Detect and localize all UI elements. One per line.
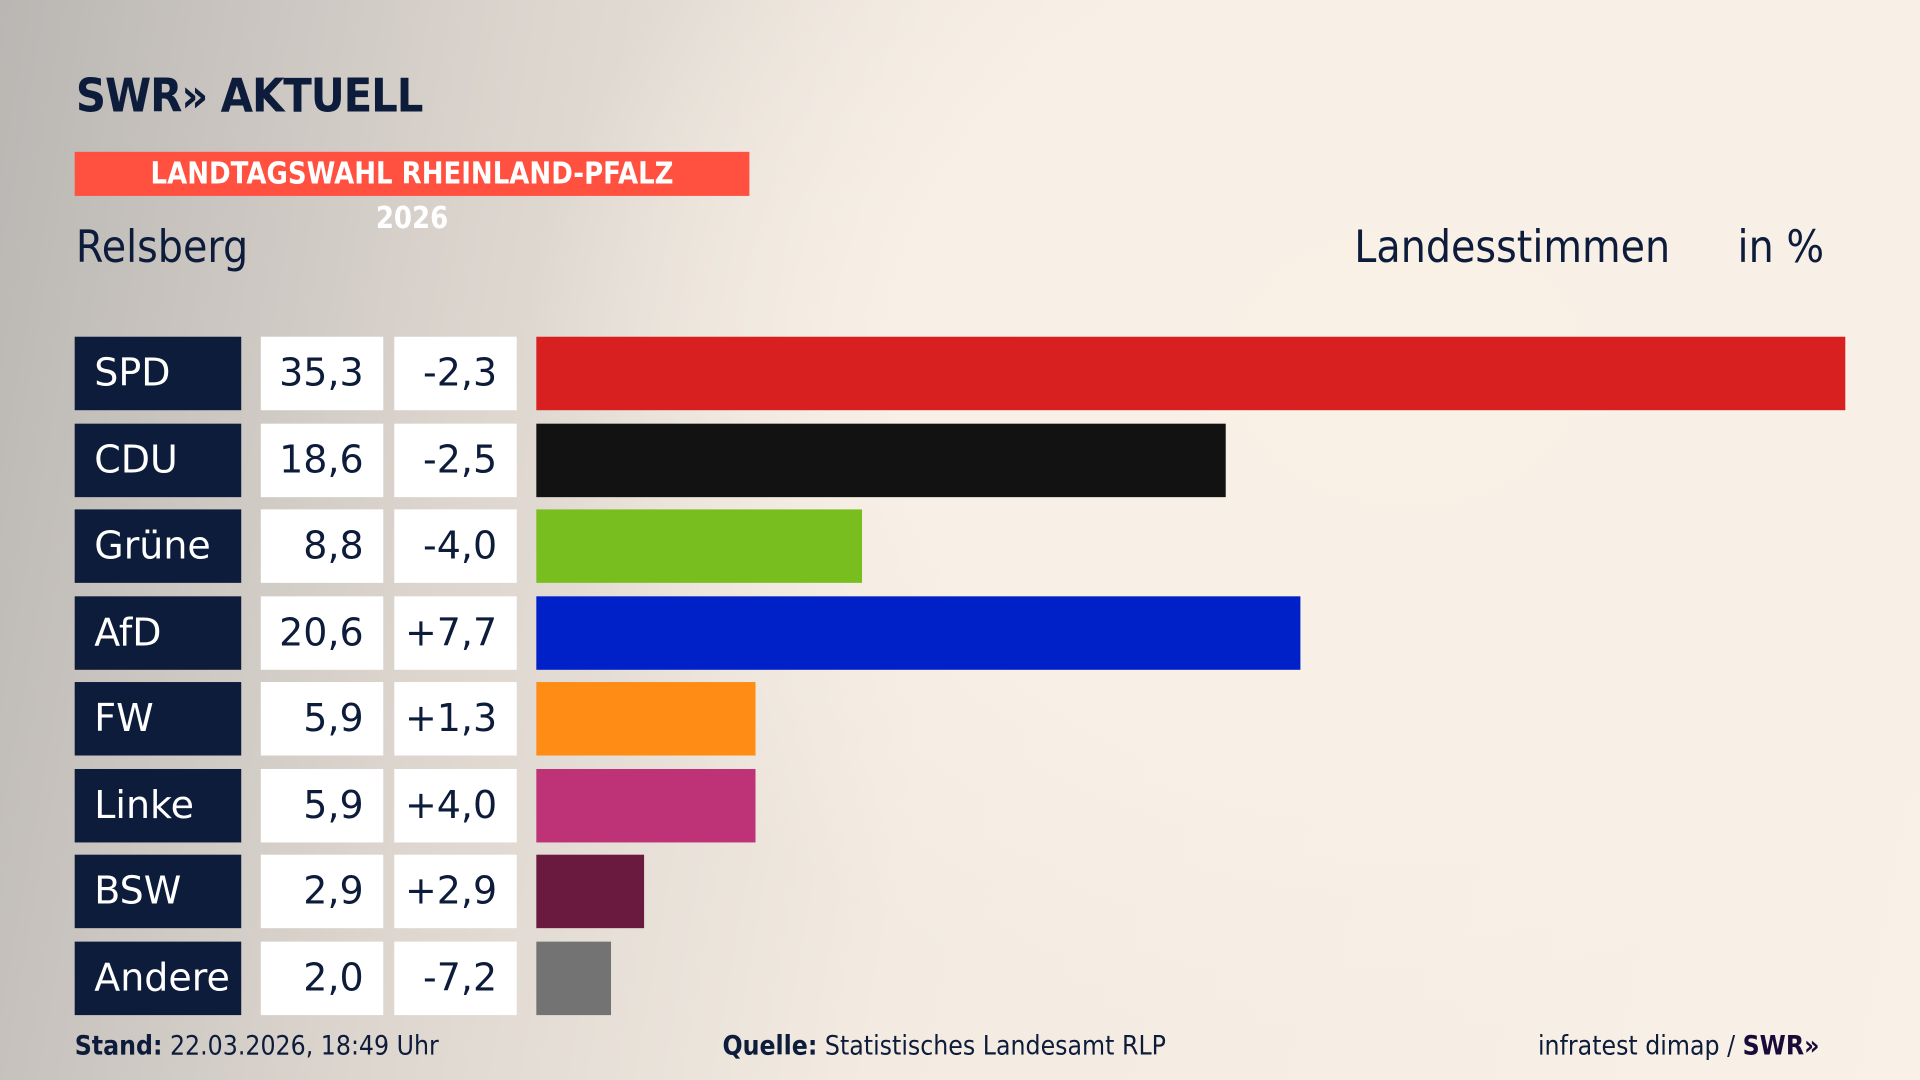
- diff-label: +4,0: [394, 768, 517, 842]
- bar-grüne: [536, 509, 863, 583]
- swr-aktuell-logo: SWR» AKTUELL: [75, 68, 424, 123]
- diff-label: -7,2: [394, 941, 517, 1015]
- party-label: Andere: [74, 941, 242, 1015]
- value-label: 8,8: [260, 509, 384, 583]
- bar-linke: [536, 768, 756, 842]
- credit: infratest dimap / SWR»: [1538, 1031, 1819, 1062]
- value-label: 35,3: [260, 336, 384, 411]
- diff-label: +7,7: [394, 595, 517, 670]
- diff-label: -2,3: [394, 336, 517, 411]
- timestamp-value: 22.03.2026, 18:49 Uhr: [169, 1031, 439, 1062]
- election-tag: LANDTAGSWAHL RHEINLAND-PFALZ 2026: [74, 151, 750, 235]
- party-label: Grüne: [74, 509, 242, 583]
- election-tag-text: LANDTAGSWAHL RHEINLAND-PFALZ 2026: [150, 155, 674, 236]
- source: Quelle: Statistisches Landesamt RLP: [722, 1031, 1166, 1062]
- value-label: 2,9: [260, 854, 384, 929]
- credit-text: infratest dimap /: [1537, 1031, 1743, 1062]
- timestamp-label: Stand:: [74, 1031, 163, 1062]
- bar-afd: [536, 595, 1301, 670]
- value-label: 2,0: [260, 941, 384, 1015]
- bar-spd: [536, 336, 1846, 411]
- source-label: Quelle:: [722, 1031, 818, 1062]
- value-label: 5,9: [260, 768, 384, 842]
- bar-cdu: [536, 423, 1227, 497]
- value-label: 18,6: [260, 423, 384, 497]
- party-label: Linke: [74, 768, 242, 842]
- timestamp: Stand: 22.03.2026, 18:49 Uhr: [75, 1031, 439, 1062]
- party-label: SPD: [74, 336, 242, 411]
- measure-label: Landesstimmen: [1354, 222, 1671, 274]
- value-label: 5,9: [260, 682, 384, 756]
- party-label: CDU: [74, 423, 242, 497]
- diff-label: +1,3: [394, 682, 517, 756]
- region-title: Relsberg: [75, 222, 249, 274]
- diff-label: -2,5: [394, 423, 517, 497]
- party-label: AfD: [74, 595, 242, 670]
- bar-andere: [536, 941, 611, 1015]
- diff-label: +2,9: [394, 854, 517, 929]
- source-value: Statistisches Landesamt RLP: [824, 1031, 1166, 1062]
- party-label: BSW: [74, 854, 242, 929]
- value-label: 20,6: [260, 595, 384, 670]
- party-label: FW: [74, 682, 242, 756]
- diff-label: -4,0: [394, 509, 517, 583]
- bar-fw: [536, 682, 756, 756]
- swr-logo: SWR»: [1742, 1031, 1820, 1062]
- unit-label: in %: [1737, 222, 1825, 274]
- bar-bsw: [536, 854, 644, 929]
